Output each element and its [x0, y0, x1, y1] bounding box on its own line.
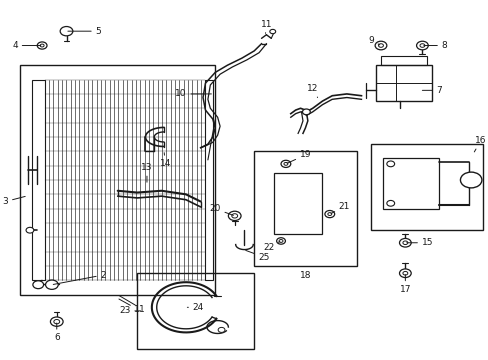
- Text: 10: 10: [175, 89, 211, 98]
- Circle shape: [231, 214, 237, 218]
- Circle shape: [269, 30, 275, 34]
- Circle shape: [50, 317, 63, 326]
- Text: 13: 13: [141, 163, 152, 182]
- Circle shape: [45, 280, 58, 289]
- Circle shape: [40, 44, 44, 47]
- Bar: [273, 173, 322, 234]
- Bar: [254, 151, 356, 266]
- Circle shape: [60, 27, 73, 36]
- Text: 20: 20: [209, 204, 233, 215]
- Bar: [205, 80, 212, 280]
- Bar: [20, 65, 215, 295]
- Circle shape: [399, 238, 410, 247]
- Circle shape: [386, 201, 394, 206]
- Circle shape: [327, 213, 331, 216]
- Text: 12: 12: [306, 84, 318, 98]
- Bar: [370, 144, 482, 230]
- Circle shape: [33, 281, 43, 289]
- Text: 21: 21: [330, 202, 349, 213]
- Text: 16: 16: [473, 136, 486, 152]
- Text: 23: 23: [119, 306, 141, 315]
- Text: 7: 7: [422, 86, 442, 95]
- Text: 14: 14: [160, 153, 171, 168]
- Circle shape: [402, 271, 407, 275]
- Circle shape: [416, 41, 427, 50]
- Circle shape: [281, 160, 290, 167]
- Circle shape: [302, 109, 310, 115]
- Text: 4: 4: [13, 41, 41, 50]
- Text: 1: 1: [119, 296, 144, 314]
- Circle shape: [460, 172, 481, 188]
- Circle shape: [26, 227, 34, 233]
- Circle shape: [279, 239, 283, 242]
- Text: 5: 5: [68, 27, 101, 36]
- Text: 6: 6: [54, 323, 60, 342]
- Text: 1: 1: [119, 299, 140, 314]
- Circle shape: [54, 319, 60, 324]
- Text: 8: 8: [423, 41, 447, 50]
- Bar: [32, 80, 44, 280]
- Bar: [375, 65, 431, 101]
- Text: 25: 25: [245, 251, 269, 262]
- Circle shape: [284, 162, 287, 165]
- Circle shape: [402, 241, 407, 244]
- Text: 18: 18: [299, 270, 310, 279]
- Text: 22: 22: [263, 242, 279, 252]
- Circle shape: [378, 44, 383, 47]
- Circle shape: [37, 42, 47, 49]
- Bar: [137, 273, 254, 348]
- Circle shape: [419, 44, 424, 47]
- Text: 3: 3: [3, 197, 25, 206]
- Text: 19: 19: [286, 150, 310, 163]
- Circle shape: [386, 161, 394, 167]
- Text: 24: 24: [187, 303, 203, 312]
- Circle shape: [276, 238, 285, 244]
- Text: 11: 11: [260, 19, 272, 33]
- Text: 2: 2: [53, 270, 106, 284]
- Text: 9: 9: [367, 36, 379, 45]
- Circle shape: [324, 211, 334, 218]
- Text: 17: 17: [399, 275, 410, 294]
- Circle shape: [399, 269, 410, 278]
- Circle shape: [218, 327, 224, 332]
- Bar: [380, 56, 427, 65]
- Bar: [383, 158, 439, 209]
- Circle shape: [228, 211, 241, 221]
- Circle shape: [374, 41, 386, 50]
- Text: 15: 15: [406, 238, 432, 247]
